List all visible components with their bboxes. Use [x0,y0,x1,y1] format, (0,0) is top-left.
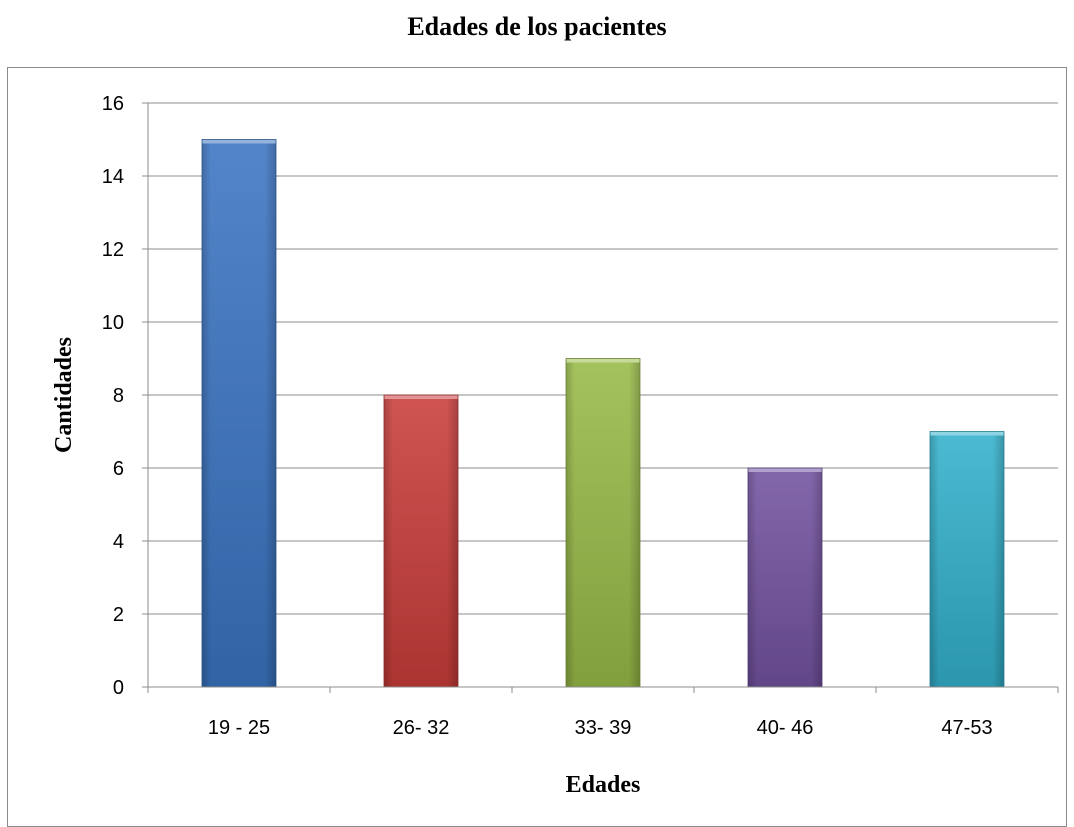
y-tick-label: 2 [113,604,124,626]
y-axis-ticks: 0 2 4 6 8 10 12 14 16 [102,93,148,699]
bar [201,139,277,688]
x-axis-ticks: 19 - 25 26- 32 33- 39 40- 46 47-53 [147,687,1059,739]
bar [747,467,823,688]
y-axis-title: Cantidades [51,337,77,453]
x-tick-label: 33- 39 [575,717,632,739]
bars [201,139,1005,688]
y-tick-label: 14 [102,166,124,188]
y-tick-label: 6 [113,458,124,480]
y-tick-label: 8 [113,385,124,407]
y-tick-label: 16 [102,93,124,115]
gridlines [148,102,1058,615]
x-tick-label: 19 - 25 [208,717,270,739]
y-tick-label: 10 [102,312,124,334]
x-tick-label: 40- 46 [757,717,814,739]
chart-title: Edades de los pacientes [407,12,667,41]
y-tick-label: 0 [113,677,124,699]
y-tick-label: 4 [113,531,124,553]
x-tick-label: 26- 32 [393,717,450,739]
y-tick-label: 12 [102,239,124,261]
x-axis-title: Edades [566,772,641,798]
x-tick-label: 47-53 [941,717,992,739]
bar [565,358,641,688]
bar [929,431,1005,688]
bar [383,394,459,688]
